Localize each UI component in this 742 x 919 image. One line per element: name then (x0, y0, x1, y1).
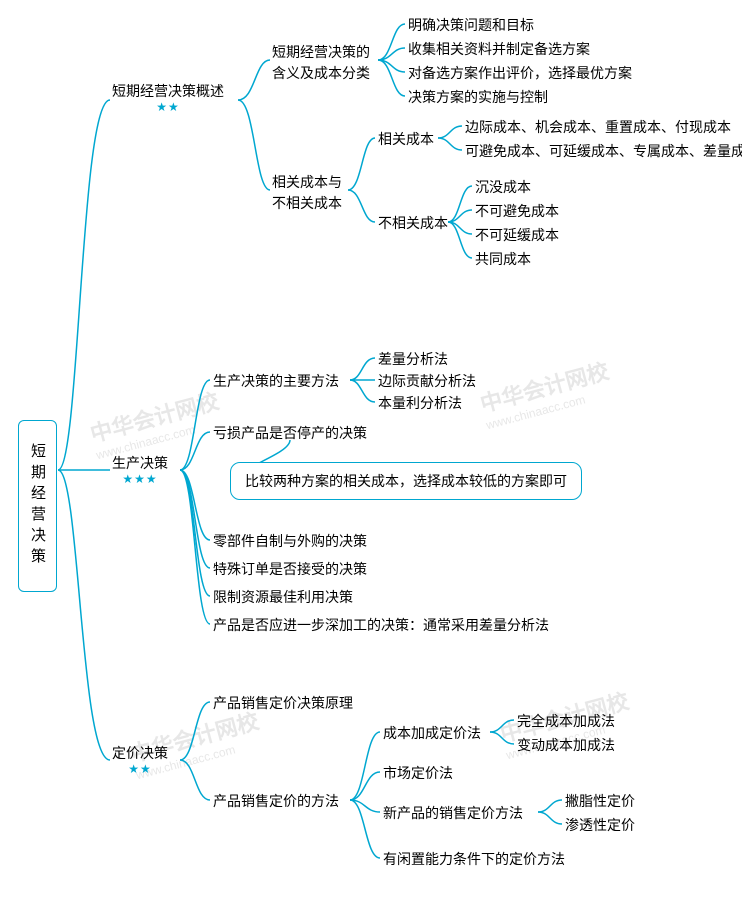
leaf: 可避免成本、可延缓成本、专属成本、差量成本 (465, 141, 742, 162)
leaf: 明确决策问题和目标 (408, 15, 534, 36)
sub-related-cost: 相关成本与 不相关成本 (272, 172, 342, 214)
watermark: 中华会计网校www.chinaacc.com (86, 384, 225, 463)
make-or-buy: 零部件自制与外购的决策 (213, 531, 367, 552)
idle-capacity-pricing: 有闲置能力条件下的定价方法 (383, 849, 565, 870)
leaf: 渗透性定价 (565, 815, 635, 836)
leaf: 共同成本 (475, 249, 531, 270)
leaf: 变动成本加成法 (517, 735, 615, 756)
root-node: 短期经营决策 (18, 420, 57, 592)
leaf: 边际贡献分析法 (378, 371, 476, 392)
leaf: 沉没成本 (475, 177, 531, 198)
leaf: 差量分析法 (378, 349, 448, 370)
special-order: 特殊订单是否接受的决策 (213, 559, 367, 580)
leaf: 决策方案的实施与控制 (408, 87, 548, 108)
cost-plus-pricing: 成本加成定价法 (383, 723, 481, 744)
irrelevant-cost-label: 不相关成本 (378, 213, 448, 234)
branch-overview: 短期经营决策概述 ★★ (112, 82, 224, 116)
further-processing: 产品是否应进一步深加工的决策：通常采用差量分析法 (213, 615, 549, 636)
watermark: 中华会计网校www.chinaacc.com (476, 354, 615, 433)
production-methods-label: 生产决策的主要方法 (213, 371, 339, 392)
callout-compare-cost: 比较两种方案的相关成本，选择成本较低的方案即可 (230, 462, 582, 500)
constrained-resource: 限制资源最佳利用决策 (213, 587, 353, 608)
related-cost-label: 相关成本 (378, 129, 434, 150)
new-product-pricing: 新产品的销售定价方法 (383, 803, 523, 824)
leaf: 收集相关资料并制定备选方案 (408, 39, 590, 60)
branch-production: 生产决策 ★★★ (112, 454, 168, 488)
leaf: 不可延缓成本 (475, 225, 559, 246)
pricing-methods-label: 产品销售定价的方法 (213, 791, 339, 812)
sub-meaning-cost: 短期经营决策的 含义及成本分类 (272, 42, 370, 84)
stop-production: 亏损产品是否停产的决策 (213, 423, 367, 444)
leaf: 本量利分析法 (378, 393, 462, 414)
pricing-principle: 产品销售定价决策原理 (213, 693, 353, 714)
branch-pricing: 定价决策 ★★ (112, 744, 168, 778)
leaf: 完全成本加成法 (517, 711, 615, 732)
leaf: 撇脂性定价 (565, 791, 635, 812)
leaf: 对备选方案作出评价，选择最优方案 (408, 63, 632, 84)
market-pricing: 市场定价法 (383, 763, 453, 784)
leaf: 不可避免成本 (475, 201, 559, 222)
leaf: 边际成本、机会成本、重置成本、付现成本 (465, 117, 731, 138)
